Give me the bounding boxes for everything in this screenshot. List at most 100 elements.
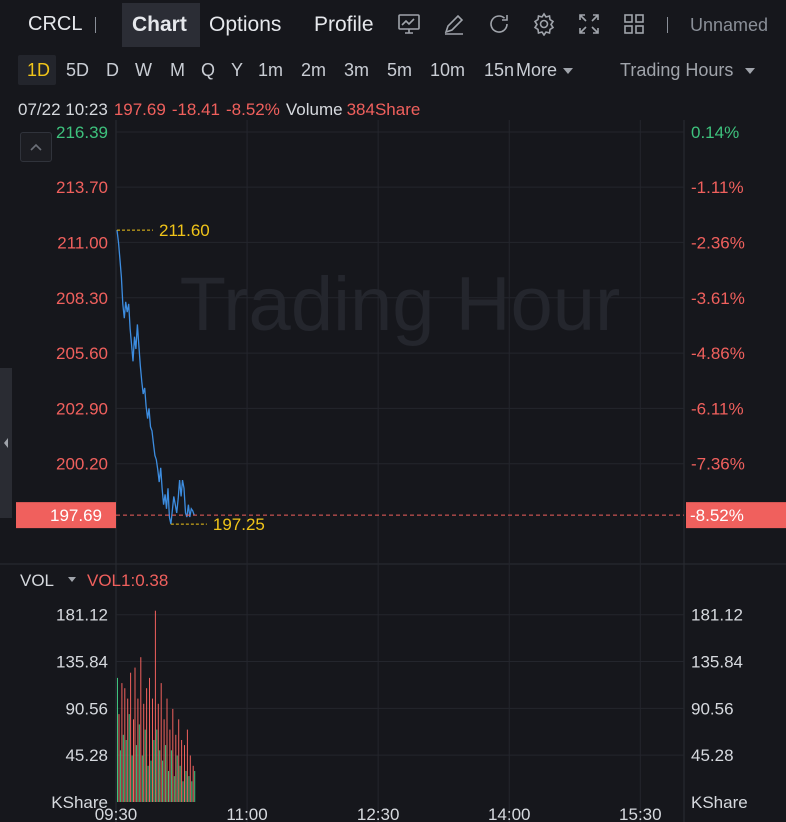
period-5d[interactable]: 5D (66, 60, 90, 80)
period-1d[interactable]: 1D (27, 60, 51, 80)
top-bar: CRCL Chart Options Profile Unnamed (0, 0, 786, 48)
period-15m[interactable]: 15n (484, 60, 515, 80)
volume-tick-label-right: 181.12 (691, 606, 743, 625)
volume-bar (194, 771, 196, 802)
volume-bar (127, 698, 129, 802)
volume-header: VOL VOL1:0.38 (20, 571, 168, 590)
period-more[interactable]: More (516, 60, 574, 81)
volume-bar (144, 729, 146, 802)
volume-tick-label-right: 45.28 (691, 746, 734, 765)
volume-bar (124, 688, 126, 802)
period-2m[interactable]: 2m (301, 60, 327, 80)
volume-bar (149, 677, 150, 802)
quote-change-pct: -8.52% (226, 100, 280, 119)
period-3m[interactable]: 3m (344, 60, 370, 80)
tab-options[interactable]: Options (209, 13, 282, 36)
time-tick-label: 09:30 (95, 805, 138, 822)
percent-tick-label: -1.11% (691, 178, 744, 197)
percent-tick-label: -2.36% (691, 233, 745, 252)
period-d[interactable]: D (106, 60, 119, 80)
refresh-icon[interactable] (487, 12, 511, 36)
last-price-label: 197.69 (50, 506, 102, 525)
grid-layout-icon[interactable] (622, 12, 646, 36)
volume-bar (143, 703, 145, 802)
session-selector[interactable]: Trading Hours (620, 60, 756, 81)
volume-bar (173, 776, 175, 802)
volume-bar (170, 750, 172, 802)
time-axis: 09:30 11:00 12:30 14:00 15:30 (95, 805, 662, 822)
period-m[interactable]: M (170, 60, 185, 80)
period-10m[interactable]: 10m (430, 60, 466, 80)
volume-bar (121, 683, 123, 802)
volume-bar (147, 765, 149, 802)
volume-bar (138, 724, 140, 802)
period-q[interactable]: Q (201, 60, 216, 80)
volume-series (117, 610, 196, 802)
more-label: More (516, 60, 558, 80)
price-volume-chart[interactable]: Trading Hour 216.39 213.70 211.00 208.30 205… (0, 120, 786, 822)
period-1m[interactable]: 1m (258, 60, 284, 80)
chevron-left-icon (4, 438, 8, 448)
volume-bar (176, 755, 178, 802)
volume-bar (169, 729, 171, 802)
volume-bar (128, 714, 130, 802)
price-tick-label: 205.60 (56, 344, 108, 363)
active-period-highlight (18, 55, 56, 85)
pen-icon[interactable] (442, 12, 466, 36)
period-w[interactable]: W (135, 60, 152, 80)
quote-info-line: 07/22 10:23 197.69 -18.41 -8.52% Volume 384Sh… (18, 100, 426, 120)
price-tick-label: 200.20 (56, 455, 108, 474)
volume-bar (168, 771, 169, 802)
volume-bar (186, 729, 188, 802)
expand-icon[interactable] (577, 12, 601, 36)
volume-label: Volume (285, 100, 343, 119)
volume-bar (152, 698, 153, 802)
price-markers: 211.60 197.25 197.69 -8.52% (16, 221, 786, 534)
ticker-symbol[interactable]: CRCL (28, 13, 83, 35)
chart-grid (0, 120, 786, 822)
tab-profile[interactable]: Profile (314, 13, 374, 36)
volume-bar (125, 740, 127, 802)
period-y[interactable]: Y (231, 60, 244, 80)
volume-tick-label-right: 90.56 (691, 699, 734, 718)
volume-bar (135, 745, 137, 802)
last-price-badge (16, 502, 116, 529)
volume-bar (133, 719, 134, 802)
volume-bar (166, 698, 168, 802)
last-pct-label: -8.52% (690, 506, 744, 525)
quote-change: -18.41 (171, 100, 221, 119)
collapse-button[interactable] (20, 132, 52, 162)
volume-bar (140, 657, 142, 802)
price-tick-label: 213.70 (56, 178, 108, 197)
percent-tick-label: -3.61% (691, 289, 745, 308)
volume-bar (189, 755, 191, 802)
volume-bar (154, 610, 156, 802)
volume-bar (175, 734, 177, 802)
volume-bar (150, 760, 152, 802)
volume-bar (191, 781, 193, 802)
volume-axis: 181.12 181.12 135.84 135.84 90.56 90.56 45.28 4… (51, 606, 747, 812)
chart-watermark: Trading Hour (180, 262, 621, 347)
volume-bar (134, 667, 136, 802)
layout-name[interactable]: Unnamed (690, 15, 769, 35)
volume-bar (119, 750, 121, 802)
side-panel-toggle[interactable] (0, 368, 12, 518)
percent-tick-label: 0.14% (691, 123, 739, 142)
percent-axis: 0.14% -1.11% -2.36% -3.61% -4.86% -6.11% -7.36… (691, 123, 745, 474)
period-5m[interactable]: 5m (387, 60, 413, 80)
volume-bar (118, 714, 120, 802)
volume-bar (182, 781, 184, 802)
volume-bar (146, 688, 148, 802)
volume-bar (159, 750, 161, 802)
gear-icon[interactable] (532, 12, 556, 37)
volume-bar (163, 719, 165, 802)
chevron-down-icon (68, 577, 76, 582)
price-series (116, 230, 195, 525)
volume-bar (157, 703, 159, 802)
time-tick-label: 12:30 (357, 805, 400, 822)
chart-line-icon[interactable] (397, 12, 421, 36)
tab-chart[interactable]: Chart (132, 13, 187, 36)
volume-bar (153, 740, 155, 802)
volume-tick-label: 45.28 (65, 746, 108, 765)
percent-tick-label: -6.11% (691, 399, 744, 418)
